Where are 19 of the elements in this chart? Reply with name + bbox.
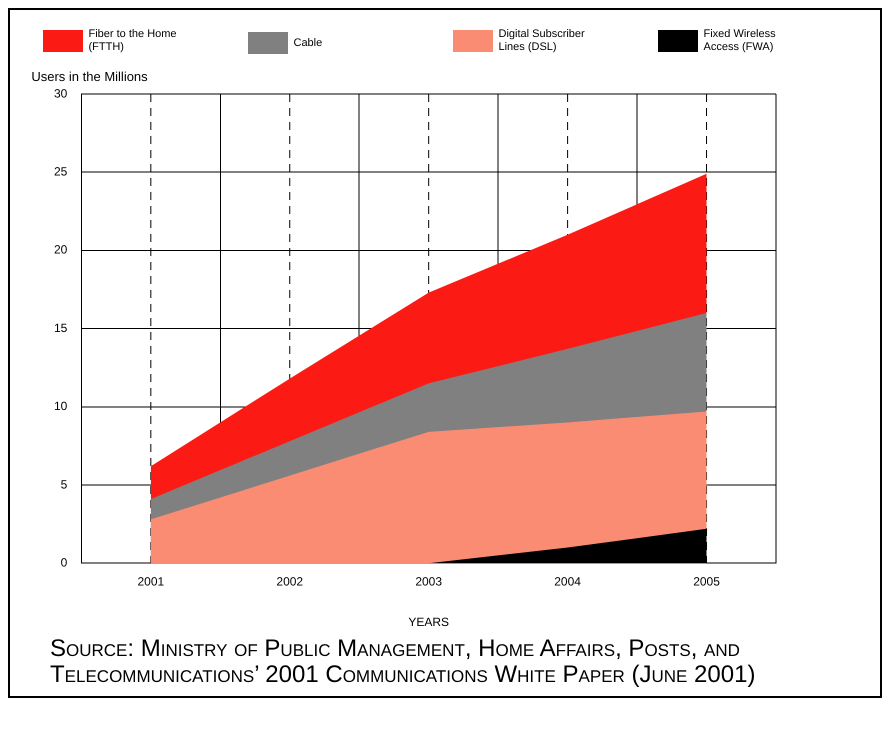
y-tick-label: 15 xyxy=(54,320,68,335)
x-tick-label: 2001 xyxy=(137,574,164,589)
x-tick-label: 2005 xyxy=(693,574,720,589)
x-axis-title: YEARS xyxy=(408,615,450,630)
x-tick-label: 2004 xyxy=(554,574,582,589)
y-tick-label: 5 xyxy=(60,477,68,492)
x-tick-label: 2002 xyxy=(276,574,304,589)
legend-label: Cable xyxy=(294,36,322,50)
y-tick-label: 30 xyxy=(54,86,68,100)
y-tick-label: 10 xyxy=(54,399,68,414)
y-tick-label: 25 xyxy=(54,164,68,179)
x-tick-label: 2003 xyxy=(415,574,442,589)
y-tick-label: 0 xyxy=(60,556,68,570)
legend-label: Fiber to the Home (FTTH) xyxy=(88,28,178,54)
legend-label: Digital Subscriber Lines (DSL) xyxy=(498,28,586,54)
legend-label: Fixed Wireless Access (FWA) xyxy=(704,28,777,54)
y-tick-label: 20 xyxy=(54,242,68,257)
y-axis-title: Users in the Millions xyxy=(31,69,148,84)
source-note: Source: Ministry of Public Management, Home Affairs, Posts, and Telecommunications’ 2001 Communications White Paper (June 2001) xyxy=(49,634,756,690)
